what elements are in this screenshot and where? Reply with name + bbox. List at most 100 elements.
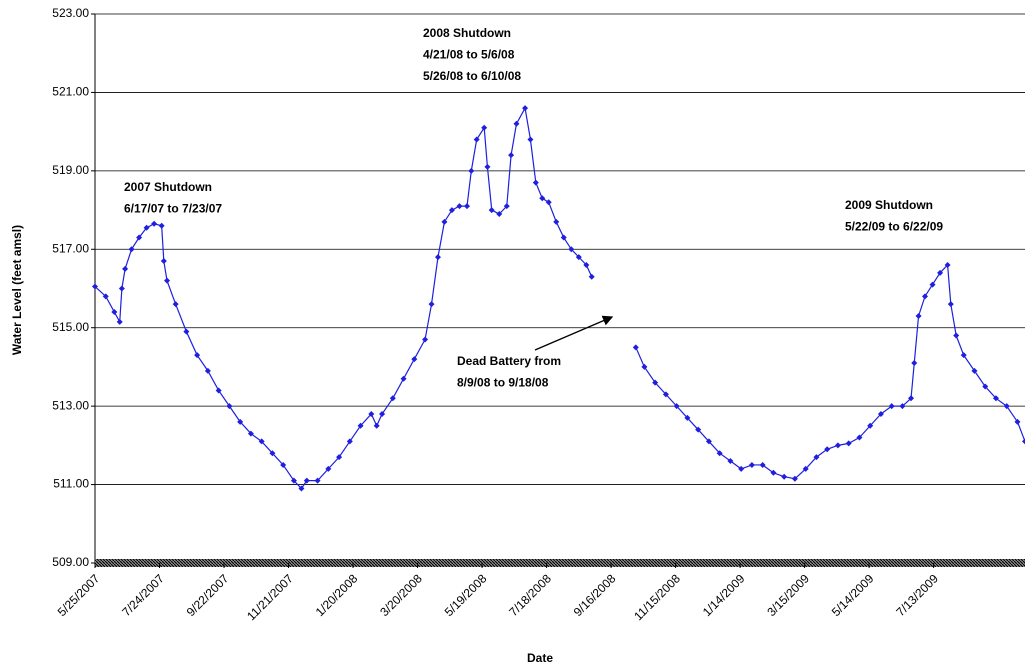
data-point [867, 422, 874, 429]
data-point [888, 403, 895, 410]
data-point [982, 383, 989, 390]
annotation-text: 5/22/09 to 6/22/09 [845, 220, 943, 234]
data-point [183, 328, 190, 335]
data-point [303, 477, 310, 484]
annotation: 2008 Shutdown 4/21/08 to 5/6/08 5/26/08 to… [423, 26, 521, 83]
data-point [781, 473, 788, 480]
y-tick-label: 511.00 [53, 477, 89, 491]
data-point [503, 203, 510, 210]
data-point [1003, 403, 1010, 410]
data-point [368, 410, 375, 417]
data-point [298, 485, 305, 492]
data-point [684, 414, 691, 421]
data-point [448, 207, 455, 214]
data-point [856, 434, 863, 441]
data-point [705, 438, 712, 445]
data-point [960, 352, 967, 359]
x-tick-label: 5/19/2008 [442, 571, 490, 619]
annotation-arrow [534, 315, 614, 351]
data-point [357, 422, 364, 429]
data-point [575, 254, 582, 261]
data-point [247, 430, 254, 437]
data-point [464, 203, 470, 210]
data-point [915, 312, 922, 319]
data-point [834, 442, 841, 449]
data-point [325, 465, 332, 472]
data-point [237, 418, 244, 425]
y-tick-label: 513.00 [52, 398, 89, 412]
data-point [280, 461, 287, 468]
data-point [937, 269, 944, 276]
x-tick-label: 3/20/2008 [377, 571, 425, 619]
data-point [673, 403, 680, 410]
data-point [336, 454, 343, 461]
data-point [522, 105, 529, 112]
data-point [1022, 438, 1025, 445]
data-point [226, 403, 233, 410]
data-point [290, 477, 297, 484]
data-point [481, 124, 488, 131]
data-point [992, 395, 999, 402]
data-point [748, 461, 755, 468]
x-tick-label: 11/21/2007 [244, 571, 296, 623]
data-point [151, 220, 158, 227]
data-point [824, 446, 831, 453]
data-point [136, 234, 143, 241]
data-point [527, 136, 534, 143]
y-tick-label: 509.00 [52, 555, 89, 569]
data-point [215, 387, 222, 394]
data-point [411, 356, 418, 363]
data-point [953, 332, 960, 339]
annotation-text: 4/21/08 to 5/6/08 [423, 48, 515, 62]
annotation-text: 2009 Shutdown [845, 198, 933, 212]
data-point [164, 277, 171, 284]
data-point [899, 403, 906, 410]
x-tick-label: 5/14/2009 [829, 571, 877, 619]
annotation-text: 8/9/08 to 9/18/08 [457, 376, 549, 390]
y-tick-label: 523.00 [52, 6, 89, 20]
x-tick-label: 7/13/2009 [893, 571, 941, 619]
data-point [428, 301, 435, 308]
data-point [911, 360, 918, 367]
y-tick-label: 521.00 [52, 85, 89, 99]
data-point [632, 344, 639, 351]
y-axis-label: Water Level (feet amsl) [10, 225, 24, 355]
data-point [944, 261, 951, 268]
data-point [908, 395, 915, 402]
y-tick-label: 515.00 [52, 320, 89, 334]
data-line [94, 106, 1025, 490]
data-point [532, 179, 539, 186]
annotation-text: 2008 Shutdown [423, 26, 511, 40]
data-point [379, 410, 386, 417]
data-point [947, 301, 954, 308]
data-point [845, 440, 852, 447]
annotation: Dead Battery from 8/9/08 to 9/18/08 [457, 354, 561, 390]
x-tick-label: 9/16/2008 [571, 571, 619, 619]
data-point [456, 203, 463, 210]
data-point [738, 465, 745, 472]
data-point [488, 207, 495, 214]
x-tick-label: 7/18/2008 [506, 571, 554, 619]
data-point [434, 254, 441, 261]
data-point [813, 454, 820, 461]
data-point [539, 195, 546, 202]
data-point [922, 293, 929, 300]
x-tick-label: 9/22/2007 [184, 571, 232, 619]
data-point [727, 458, 734, 465]
data-point [662, 391, 669, 398]
data-point [128, 246, 135, 253]
data-point [484, 163, 491, 170]
x-tick-label: 11/15/2008 [631, 571, 683, 623]
data-point [1014, 418, 1021, 425]
annotation-text: 2007 Shutdown [124, 180, 212, 194]
data-point [346, 438, 353, 445]
data-point [791, 475, 798, 482]
data-point [496, 210, 503, 217]
data-point [92, 283, 98, 290]
data-point [583, 261, 590, 268]
data-point [877, 410, 884, 417]
data-point [143, 224, 150, 231]
x-tick-label: 3/15/2009 [764, 571, 812, 619]
x-tick-label: 5/25/2007 [55, 571, 103, 619]
